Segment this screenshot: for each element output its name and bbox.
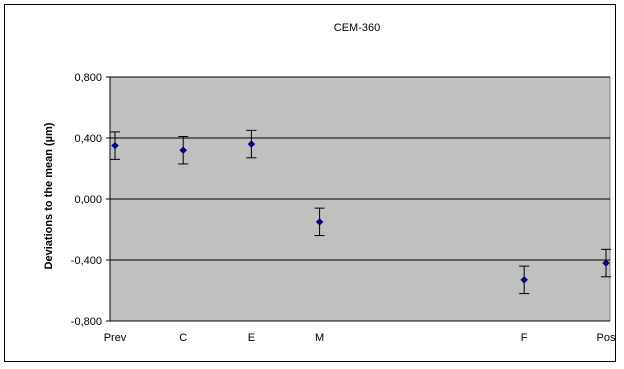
x-tick-label: C — [179, 332, 187, 344]
data-point — [247, 140, 256, 148]
x-tick-label: F — [521, 332, 528, 344]
data-point — [520, 275, 529, 284]
axes — [109, 77, 610, 322]
data-point — [315, 218, 324, 226]
y-tick-label: 0,400 — [74, 133, 102, 145]
chart-title: CEM-360 — [334, 22, 380, 34]
x-tick-labels: Prev C E M F Pos — [104, 332, 616, 344]
x-tick-label: Prev — [104, 332, 127, 344]
y-axis-label: Deviations to the mean (µm) — [43, 122, 55, 269]
y-tick-label: -0,400 — [71, 255, 102, 267]
x-tick-label: E — [248, 332, 255, 344]
x-tick-label: M — [315, 332, 324, 344]
data-points — [111, 140, 610, 284]
data-point — [111, 141, 119, 150]
y-tick-label: -0,800 — [71, 316, 102, 328]
x-tick-label: Pos — [597, 332, 616, 344]
data-point — [602, 259, 610, 267]
y-tick-labels: -0,800 -0,400 0,000 0,400 0,800 — [71, 72, 102, 328]
y-tick-label: 0,000 — [74, 194, 102, 206]
data-point — [179, 146, 188, 155]
y-tick-label: 0,800 — [74, 72, 102, 84]
